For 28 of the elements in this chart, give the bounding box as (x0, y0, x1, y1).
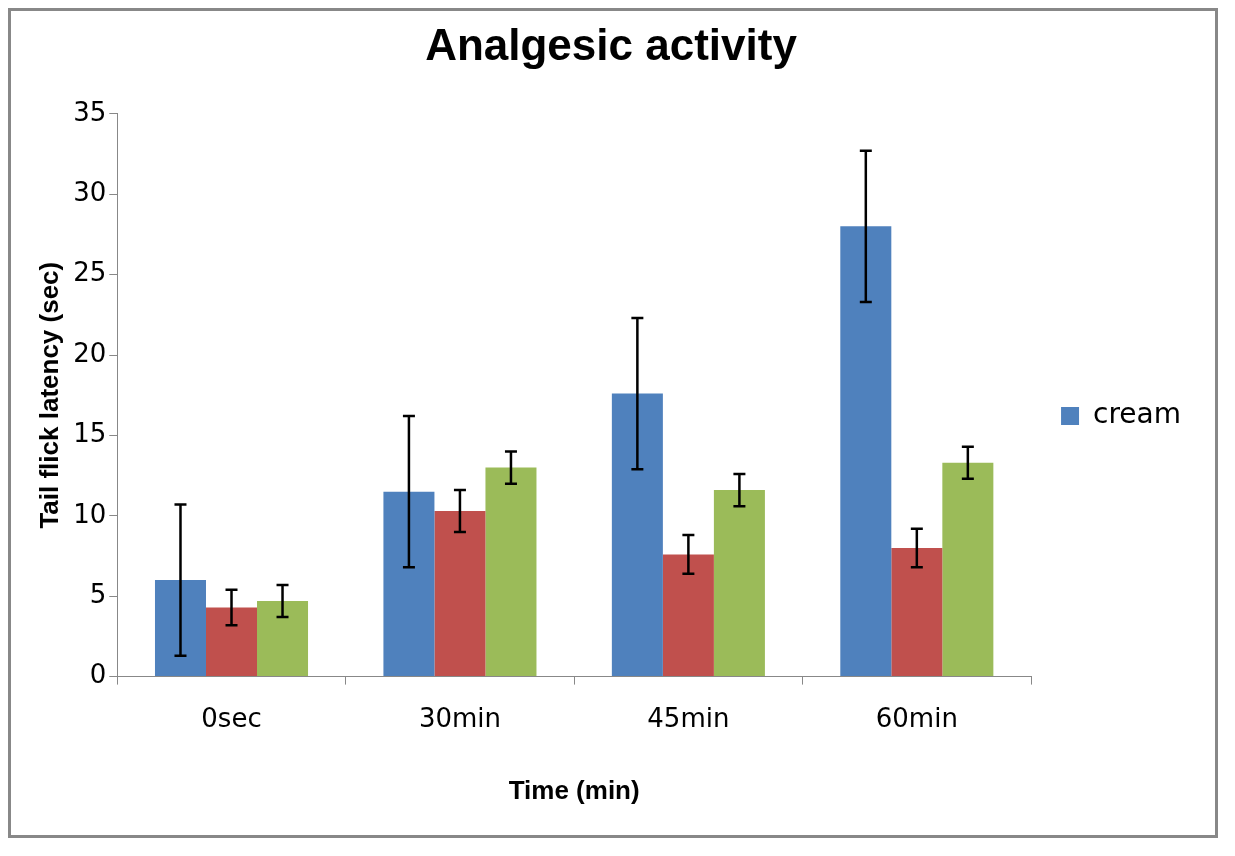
y-tick-label: 0 (89, 659, 107, 690)
bar (434, 510, 486, 677)
y-tick-label: 20 (73, 337, 107, 368)
bar (257, 601, 309, 677)
x-tick-label: 45min (647, 702, 730, 733)
bar (206, 607, 258, 677)
bar (713, 490, 765, 677)
bar (485, 467, 537, 677)
x-tick-label: 0sec (201, 702, 262, 733)
y-tick-label: 15 (73, 418, 107, 449)
chart-title: Analgesic activity (425, 19, 798, 69)
x-axis-title: Time (min) (508, 774, 640, 805)
bar (611, 393, 663, 677)
y-tick-label: 25 (73, 257, 107, 288)
bar (840, 226, 892, 677)
x-tick-label: 60min (875, 702, 958, 733)
bar (662, 554, 714, 677)
x-tick-label: 30min (418, 702, 502, 733)
legend-label: cream (1093, 397, 1181, 431)
y-tick-label: 5 (89, 578, 107, 609)
y-tick-label: 35 (73, 96, 107, 127)
bar (154, 580, 206, 677)
y-tick-label: 10 (73, 498, 107, 529)
y-axis-title: Tail flick latency (sec) (33, 261, 64, 529)
bar (942, 462, 994, 677)
y-tick-label: 30 (73, 176, 107, 207)
bar (383, 491, 435, 677)
bar (891, 547, 943, 677)
